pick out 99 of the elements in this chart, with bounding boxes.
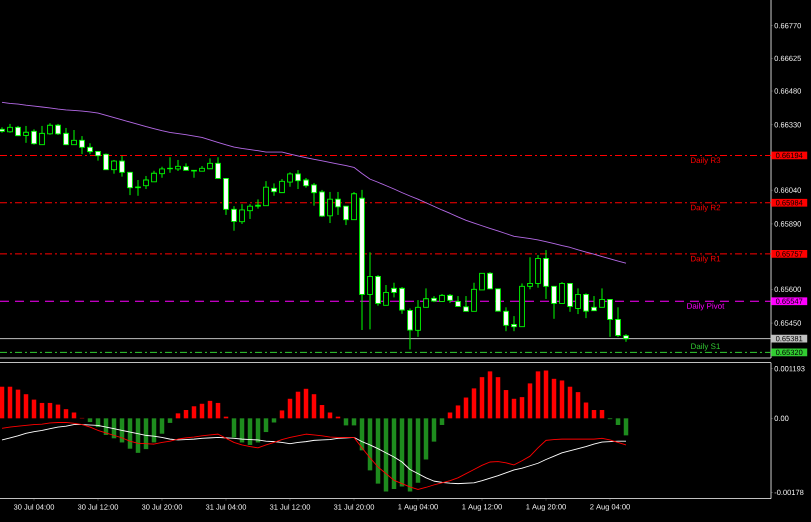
bar [560,380,564,418]
candlestick [503,306,509,332]
candlestick [31,128,37,146]
bar [504,390,508,418]
candlestick [495,288,501,312]
bar [176,413,180,418]
bar [0,386,4,418]
candlestick [527,256,533,290]
candlestick [111,159,117,174]
candlestick [567,282,573,312]
candlestick [559,282,565,304]
candlestick [423,288,429,308]
bar [448,412,452,418]
bar [16,390,20,418]
candlestick [79,136,85,155]
candlestick [71,129,77,146]
bar [464,398,468,418]
bar [584,402,588,418]
candlestick [287,172,293,188]
candlestick [151,170,157,183]
candlestick [591,296,597,312]
candlestick [487,272,493,290]
candlestick [599,288,605,308]
candlestick [63,127,69,146]
candlestick [295,170,301,190]
candlestick [159,166,165,178]
bar [32,400,36,418]
bar [480,377,484,418]
candlestick [327,191,333,224]
candlestick [551,286,557,320]
candlestick [127,172,133,196]
candlestick [607,298,613,338]
candlestick [311,182,317,206]
candlestick [479,272,485,290]
bar [592,410,596,418]
bar [576,392,580,418]
candlestick [215,156,221,179]
bar [320,405,324,418]
candlestick [135,180,141,196]
candlestick [511,316,517,332]
candlestick [39,125,45,146]
candlestick [119,155,125,178]
candlestick [471,282,477,312]
candlestick [55,123,61,136]
candlestick [279,178,285,194]
candlestick [255,198,261,210]
candlestick [247,204,253,220]
bar [280,410,284,418]
bar [552,378,556,418]
bar [40,402,44,418]
candlestick [399,286,405,314]
candlestick [87,142,93,155]
ref-line-label: Daily R2 [691,204,720,212]
bar [296,392,300,418]
candlestick [103,152,109,170]
bar [8,386,12,418]
candlestick [207,158,213,170]
bar [616,418,620,425]
bar [184,410,188,418]
candlestick [239,204,245,224]
bar [24,394,28,418]
bar [328,412,332,418]
candlestick [231,206,237,232]
candlestick [415,300,421,338]
candlestick [455,296,461,307]
ref-line-label: Daily R1 [691,256,720,264]
bar [456,405,460,418]
candlestick [263,180,269,206]
candlestick [175,159,181,172]
bar [544,370,548,418]
candlestick [447,294,453,304]
bar [216,402,220,418]
candlestick [303,177,309,188]
bar [520,397,524,418]
bar [56,404,60,418]
candlestick [367,252,373,330]
bar [72,412,76,418]
bar [64,409,68,418]
candlestick [95,150,101,162]
ref-line-label: Daily R3 [691,157,720,165]
candlestick [271,182,277,196]
candlestick [463,296,469,312]
candlestick [575,288,581,315]
candlestick [615,306,621,338]
bar [600,410,604,418]
candlestick [335,191,341,216]
bar [312,394,316,418]
candlestick [407,308,413,350]
ref-line-label: Daily Pivot [687,302,724,310]
candlestick [343,206,349,226]
ref-line-label: Daily S1 [691,343,720,351]
candlestick [143,175,149,190]
bar [496,377,500,418]
bar [48,402,52,418]
candlestick [391,282,397,298]
candlestick [23,125,29,144]
candlestick [383,284,389,306]
candlestick [583,292,589,319]
bar [568,386,572,418]
